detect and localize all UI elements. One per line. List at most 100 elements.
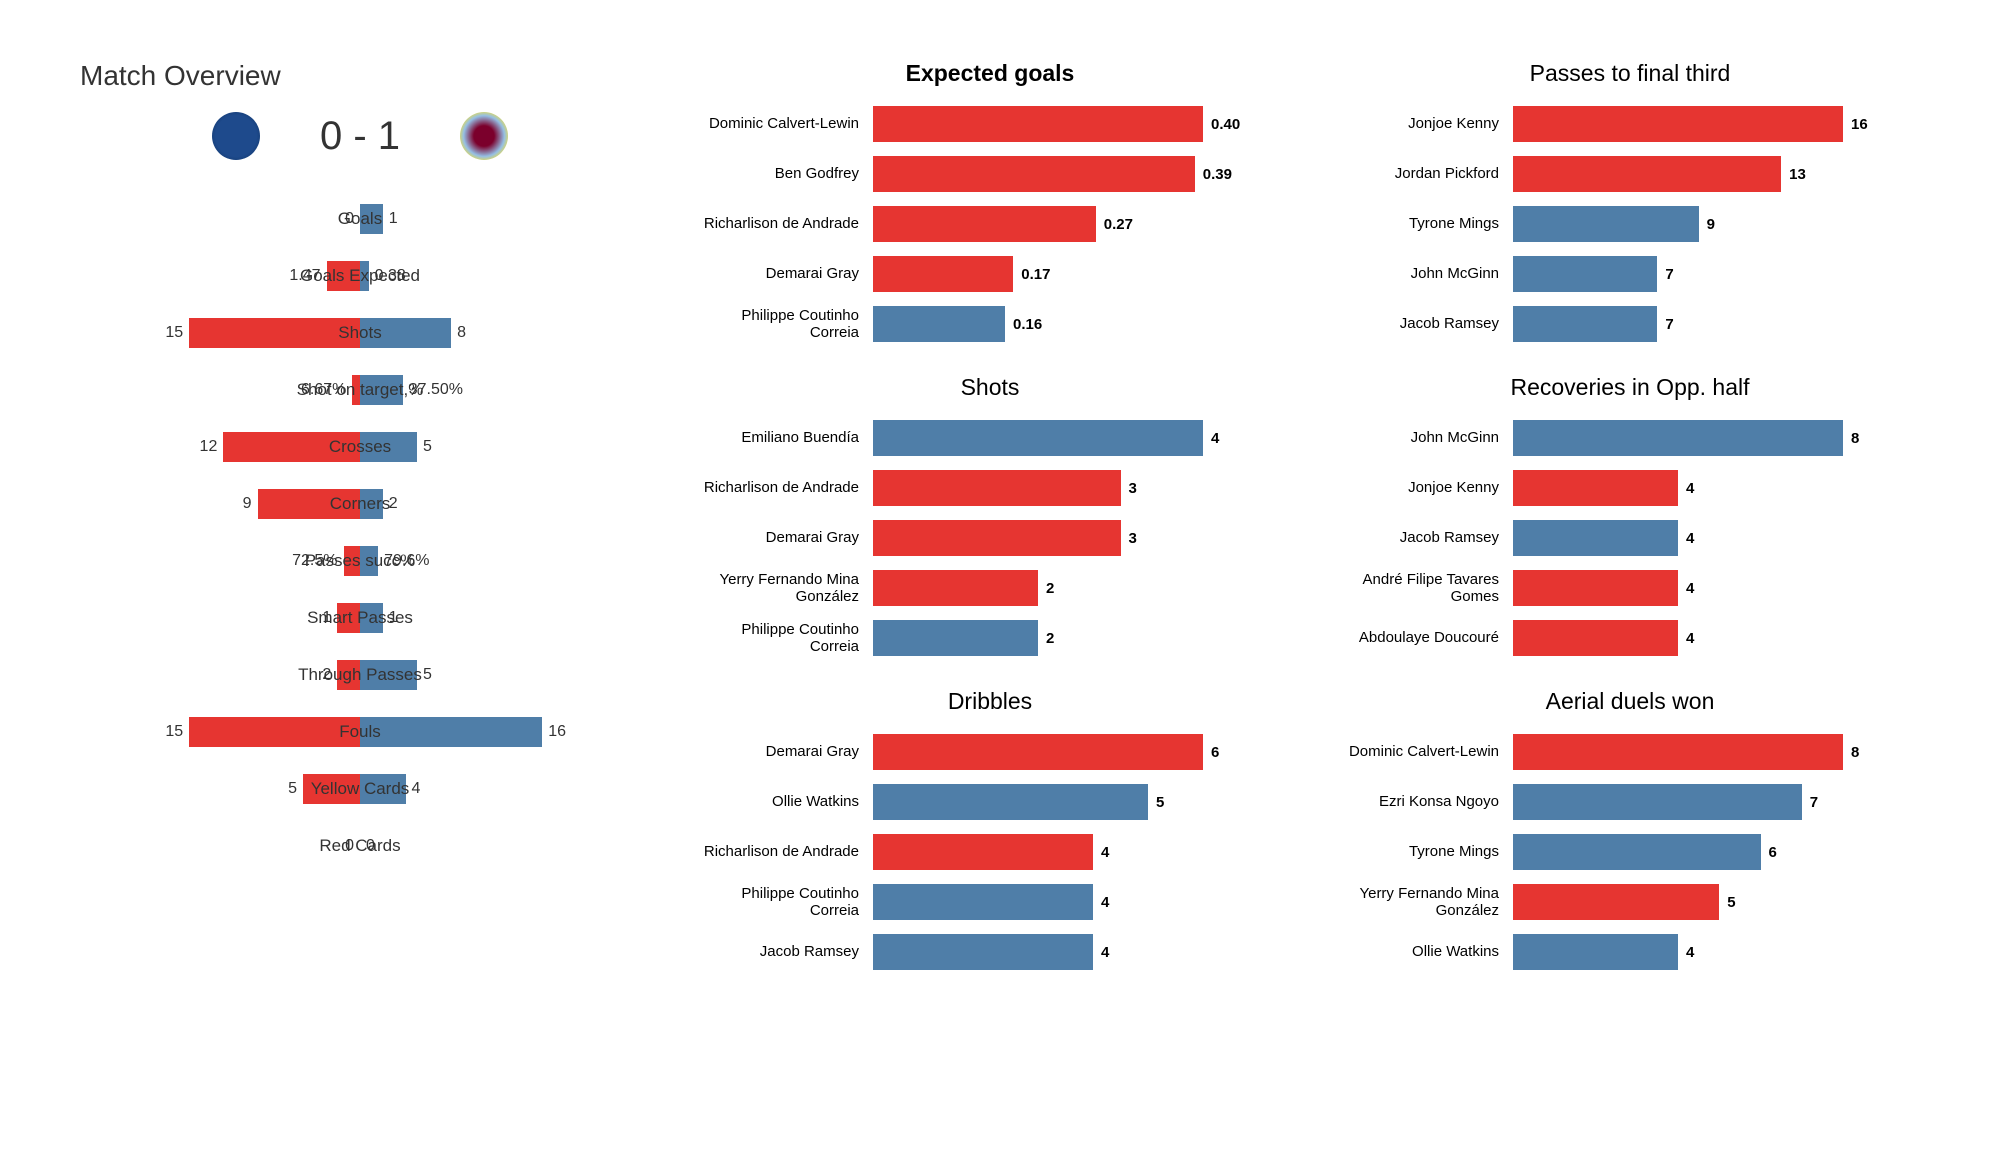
stat-bar: [1513, 934, 1678, 970]
stat-row: Jacob Ramsey4: [700, 927, 1280, 977]
stat-value: 3: [1129, 530, 1137, 547]
stat-bar: [873, 620, 1038, 656]
stat-value: 8: [1851, 744, 1859, 761]
stat-bar: [1513, 206, 1699, 242]
overview-row: 0Goals1: [80, 190, 640, 247]
overview-row: 12Crosses5: [80, 418, 640, 475]
overview-title: Match Overview: [80, 60, 640, 92]
stat-row: Philippe Coutinho Correia2: [700, 613, 1280, 663]
overview-row: 0Red Cards0: [80, 817, 640, 874]
stat-value: 0.40: [1211, 116, 1240, 133]
stat-row: Tyrone Mings6: [1340, 827, 1920, 877]
overview-row: 72.5%Passes succ%79.6%: [80, 532, 640, 589]
player-name: Jacob Ramsey: [700, 943, 865, 960]
stat-value: 4: [1211, 430, 1219, 447]
stat-bar: [1513, 420, 1843, 456]
player-name: Jordan Pickford: [1340, 165, 1505, 182]
player-name: Richarlison de Andrade: [700, 843, 865, 860]
score-text: 0 - 1: [320, 114, 400, 159]
stat-block: DribblesDemarai Gray6Ollie Watkins5Richa…: [700, 688, 1280, 977]
match-overview-panel: Match Overview 0 - 1 0Goals11.47Goals Ex…: [80, 60, 640, 977]
player-name: Tyrone Mings: [1340, 215, 1505, 232]
stat-row: Dominic Calvert-Lewin 0.40: [700, 99, 1280, 149]
overview-row: 9Corners2: [80, 475, 640, 532]
stat-bar: [873, 884, 1093, 920]
stat-row: Yerry Fernando Mina González 5: [1340, 877, 1920, 927]
player-name: Ollie Watkins: [700, 793, 865, 810]
player-name: André Filipe Tavares Gomes: [1340, 571, 1505, 606]
stat-block-title: Dribbles: [700, 688, 1280, 715]
player-name: Jonjoe Kenny: [1340, 115, 1505, 132]
player-name: Richarlison de Andrade: [700, 215, 865, 232]
stat-row: Richarlison de Andrade 4: [700, 827, 1280, 877]
player-name: Yerry Fernando Mina González: [700, 571, 865, 606]
stat-value: 5: [1727, 894, 1735, 911]
overview-stat-label: Shots: [290, 323, 430, 343]
overview-stat-label: Through Passes: [290, 665, 430, 685]
stat-bar: [873, 156, 1195, 192]
stat-value: 7: [1810, 794, 1818, 811]
stat-bar: [1513, 470, 1678, 506]
stat-block: Aerial duels wonDominic Calvert-Lewin8Ez…: [1340, 688, 1920, 977]
stat-bar: [1513, 570, 1678, 606]
stat-value: 9: [1707, 216, 1715, 233]
stat-block-title: Shots: [700, 374, 1280, 401]
overview-row: 1.47Goals Expected0.38: [80, 247, 640, 304]
player-name: Ezri Konsa Ngoyo: [1340, 793, 1505, 810]
overview-stat-label: Goals Expected: [290, 266, 430, 286]
overview-stat-label: Crosses: [290, 437, 430, 457]
player-name: Dominic Calvert-Lewin: [700, 115, 865, 132]
stat-row: Jordan Pickford 13: [1340, 149, 1920, 199]
stat-row: John McGinn8: [1340, 413, 1920, 463]
stat-row: John McGinn7: [1340, 249, 1920, 299]
stat-block-title: Passes to final third: [1340, 60, 1920, 87]
stat-row: Richarlison de Andrade3: [700, 463, 1280, 513]
stat-row: André Filipe Tavares Gomes4: [1340, 563, 1920, 613]
player-name: Philippe Coutinho Correia: [700, 885, 865, 920]
player-name: Richarlison de Andrade: [700, 479, 865, 496]
player-name: Philippe Coutinho Correia: [700, 307, 865, 342]
stat-bar: [873, 834, 1093, 870]
stat-bar: [873, 256, 1013, 292]
overview-stat-label: Smart Passes: [290, 608, 430, 628]
home-logo-icon: [212, 112, 260, 160]
stat-bar: [1513, 834, 1761, 870]
player-name: Demarai Gray: [700, 743, 865, 760]
player-name: Tyrone Mings: [1340, 843, 1505, 860]
stat-row: Abdoulaye Doucouré4: [1340, 613, 1920, 663]
stat-value: 4: [1686, 480, 1694, 497]
stat-row: Philippe Coutinho Correia0.16: [700, 299, 1280, 349]
player-name: Dominic Calvert-Lewin: [1340, 743, 1505, 760]
stat-bar: [873, 420, 1203, 456]
overview-stats: 0Goals11.47Goals Expected0.3815Shots86.6…: [80, 190, 640, 874]
overview-stat-label: Fouls: [290, 722, 430, 742]
player-name: Emiliano Buendía: [700, 429, 865, 446]
stat-bar: [1513, 306, 1657, 342]
player-name: Jacob Ramsey: [1340, 315, 1505, 332]
player-name: Demarai Gray: [700, 529, 865, 546]
player-name: John McGinn: [1340, 429, 1505, 446]
stat-block: Passes to final thirdJonjoe Kenny16Jorda…: [1340, 60, 1920, 349]
stat-bar: [1513, 256, 1657, 292]
overview-stat-label: Red Cards: [290, 836, 430, 856]
stat-value: 4: [1101, 844, 1109, 861]
stat-row: Philippe Coutinho Correia4: [700, 877, 1280, 927]
stat-row: Yerry Fernando Mina González 2: [700, 563, 1280, 613]
overview-stat-label: Goals: [290, 209, 430, 229]
stat-value: 7: [1665, 266, 1673, 283]
stat-bar: [1513, 620, 1678, 656]
player-name: Jacob Ramsey: [1340, 529, 1505, 546]
stat-bar: [873, 470, 1121, 506]
stat-row: Demarai Gray0.17: [700, 249, 1280, 299]
stat-value: 13: [1789, 166, 1806, 183]
stat-value: 2: [1046, 580, 1054, 597]
away-value: 16: [548, 723, 566, 741]
stat-bar: [873, 306, 1005, 342]
stat-value: 5: [1156, 794, 1164, 811]
home-value: 15: [165, 324, 183, 342]
player-name: Yerry Fernando Mina González: [1340, 885, 1505, 920]
overview-row: 15Fouls16: [80, 703, 640, 760]
stat-row: Dominic Calvert-Lewin 8: [1340, 727, 1920, 777]
stat-bar: [1513, 106, 1843, 142]
stat-bar: [873, 570, 1038, 606]
